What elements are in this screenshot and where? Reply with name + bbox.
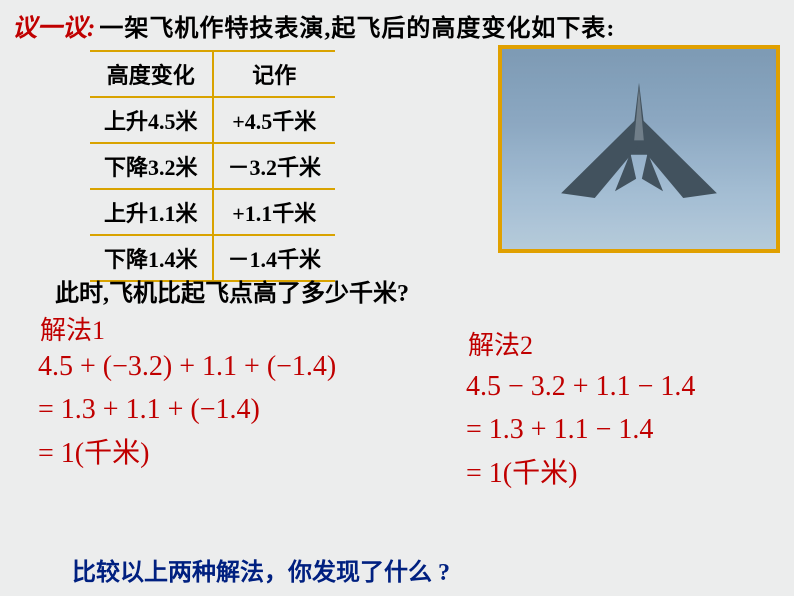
- cell-record: －3.2千米: [213, 143, 336, 189]
- table-row: 上升1.1米 +1.1千米: [90, 189, 335, 235]
- discuss-label: 议一议:: [12, 15, 95, 42]
- table-header-row: 高度变化 记作: [90, 51, 335, 97]
- altitude-table: 高度变化 记作 上升4.5米 +4.5千米 下降3.2米 －3.2千米 上升1.…: [90, 50, 335, 282]
- sol2-line3a: = 1(: [466, 458, 512, 489]
- sol1-line1: 4.5 + (−3.2) + 1.1 + (−1.4): [38, 351, 336, 382]
- solution2-steps: 4.5 − 3.2 + 1.1 − 1.4 = 1.3 + 1.1 − 1.4 …: [466, 365, 695, 495]
- solution1-label: 解法1: [40, 310, 105, 347]
- table-row: 上升4.5米 +4.5千米: [90, 97, 335, 143]
- table-row: 下降3.2米 －3.2千米: [90, 143, 335, 189]
- sol2-line2: = 1.3 + 1.1 − 1.4: [466, 414, 653, 445]
- conclusion-text: 比较以上两种解法，你发现了什么 ?: [72, 552, 450, 587]
- cell-change: 上升4.5米: [90, 97, 213, 143]
- cell-change: 上升1.1米: [90, 189, 213, 235]
- cell-change: 下降3.2米: [90, 143, 213, 189]
- sol1-line2: = 1.3 + 1.1 + (−1.4): [38, 394, 260, 425]
- airplane-icon: [502, 49, 776, 249]
- airplane-image: [498, 45, 780, 253]
- sol2-unit: 千米: [512, 458, 568, 489]
- cell-record: +4.5千米: [213, 97, 336, 143]
- header-record: 记作: [213, 51, 336, 97]
- sol1-line3a: = 1(: [38, 438, 84, 469]
- cell-record: +1.1千米: [213, 189, 336, 235]
- sol1-line3b: ): [140, 438, 149, 469]
- sol2-line3b: ): [568, 458, 577, 489]
- question-text: 此时,飞机比起飞点高了多少千米?: [55, 273, 409, 308]
- solution1-steps: 4.5 + (−3.2) + 1.1 + (−1.4) = 1.3 + 1.1 …: [38, 345, 336, 475]
- sol1-unit: 千米: [84, 438, 140, 469]
- sol2-line1: 4.5 − 3.2 + 1.1 − 1.4: [466, 371, 695, 402]
- solution2-label: 解法2: [468, 325, 533, 362]
- header-change: 高度变化: [90, 51, 213, 97]
- title-row: 议一议: 一架飞机作特技表演,起飞后的高度变化如下表:: [12, 8, 782, 44]
- title-text: 一架飞机作特技表演,起飞后的高度变化如下表:: [99, 16, 615, 42]
